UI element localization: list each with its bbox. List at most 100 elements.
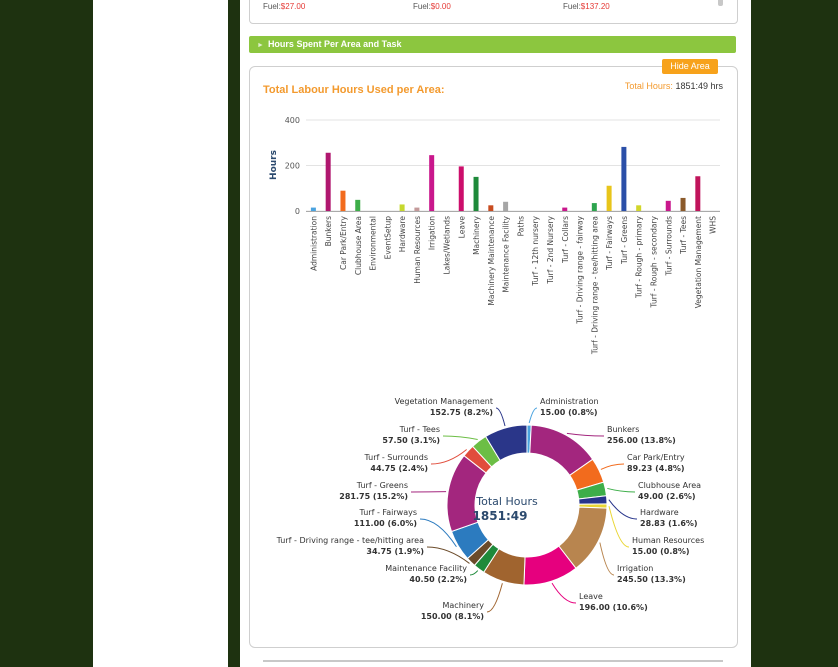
x-tick-label: Vegetation Management: [694, 216, 703, 308]
slice-value-label: 196.00 (10.6%): [579, 603, 648, 612]
leader-line: [600, 463, 625, 470]
chart-title: Total Labour Hours Used per Area:: [263, 84, 445, 96]
bar: [355, 199, 361, 211]
fuel-summary-box: Fuel:$27.00 Fuel:$0.00 Fuel:$137.20: [249, 0, 738, 24]
y-axis-label: Hours: [269, 150, 279, 180]
slice-label: Clubhouse Area: [638, 481, 701, 490]
slice-label: Turf - Surrounds: [363, 453, 428, 462]
bar: [473, 176, 479, 211]
total-hours-value: 1851:49 hrs: [675, 81, 723, 91]
leader-line: [442, 435, 478, 440]
slice-value-label: 44.75 (2.4%): [370, 464, 428, 473]
x-tick-label: Machinery: [472, 215, 481, 254]
leader-line: [608, 499, 638, 520]
slice-value-label: 281.75 (15.2%): [339, 492, 408, 501]
section-header-hours-per-area[interactable]: ► Hours Spent Per Area and Task: [249, 36, 736, 53]
x-tick-label: Hardware: [398, 216, 407, 253]
fuel-entry-3: Fuel:$137.20: [563, 2, 610, 11]
bar: [458, 166, 464, 211]
slice-label: Maintenance Facility: [385, 564, 467, 573]
donut-center-value: 1851:49: [473, 509, 528, 523]
fuel-entry-1: Fuel:$27.00: [263, 2, 306, 11]
x-tick-label: Leave: [457, 216, 466, 239]
fuel-value-2: $0.00: [430, 2, 451, 11]
x-tick-label: WHS: [709, 216, 718, 234]
leader-line: [607, 487, 636, 493]
bar: [488, 205, 494, 211]
slice-label: Car Park/Entry: [627, 453, 685, 462]
x-tick-label: Turf - 2nd Nursery: [546, 215, 555, 284]
bar: [562, 207, 568, 211]
slice-value-label: 111.00 (6.0%): [354, 519, 417, 528]
donut-center-label: Total Hours: [475, 495, 538, 508]
bar: [340, 190, 346, 211]
leader-line: [599, 542, 615, 576]
bar: [621, 146, 627, 211]
slice-label: Administration: [540, 397, 599, 406]
bar: [636, 205, 642, 211]
expand-arrow-icon: ►: [257, 42, 264, 49]
slice-value-label: 152.75 (8.2%): [430, 408, 493, 417]
slice-label: Bunkers: [607, 425, 639, 434]
x-tick-label: Turf - Tees: [679, 216, 688, 255]
left-white-panel: [93, 0, 228, 667]
x-tick-label: EventSetup: [383, 216, 392, 260]
x-tick-label: Lakes/Wetlands: [442, 216, 451, 275]
slice-label: Human Resources: [632, 536, 704, 545]
bar: [665, 200, 671, 211]
slice-label: Turf - Tees: [399, 425, 440, 434]
leader-line: [566, 432, 605, 437]
fuel-value-1: $27.00: [280, 2, 306, 11]
leader-line: [495, 407, 506, 427]
slice-label: Turf - Fairways: [359, 508, 417, 517]
x-tick-label: Turf - Driving range - fairway: [576, 215, 585, 324]
x-tick-label: Turf - Fairways: [605, 216, 614, 271]
x-tick-label: Environmental: [369, 216, 378, 271]
x-tick-label: Administration: [309, 216, 318, 271]
scrollbar-thumb[interactable]: [718, 0, 723, 6]
slice-label: Leave: [579, 592, 603, 601]
slice-value-label: 89.23 (4.8%): [627, 464, 685, 473]
slice-label: Machinery: [442, 601, 484, 610]
slice-value-label: 49.00 (2.6%): [638, 492, 696, 501]
x-tick-label: Clubhouse Area: [354, 216, 363, 275]
bar: [325, 152, 331, 211]
x-tick-label: Maintenance Facility: [502, 215, 511, 292]
fuel-entry-2: Fuel:$0.00: [413, 2, 451, 11]
slice-label: Hardware: [640, 508, 679, 517]
slice-value-label: 150.00 (8.1%): [421, 612, 484, 621]
x-tick-label: Turf - Surrounds: [664, 216, 673, 277]
y-tick-label: 200: [285, 162, 300, 171]
leader-line: [469, 570, 479, 576]
leader-line: [426, 546, 470, 564]
leader-line: [419, 518, 457, 548]
bar: [503, 201, 509, 211]
x-tick-label: Turf - 12th nursery: [531, 215, 540, 286]
x-tick-label: Turf - Rough - primary: [635, 215, 644, 299]
leader-line: [486, 583, 503, 613]
bar: [414, 207, 420, 211]
bar: [695, 176, 701, 211]
total-hours-summary: Total Hours: 1851:49 hrs: [625, 81, 723, 91]
bar: [399, 204, 405, 211]
slice-value-label: 40.50 (2.2%): [409, 575, 467, 584]
bar: [429, 155, 435, 211]
divider-line: [263, 660, 723, 662]
slice-label: Turf - Greens: [356, 481, 408, 490]
slice-value-label: 15.00 (0.8%): [632, 547, 690, 556]
x-tick-label: Human Resources: [413, 216, 422, 284]
y-tick-label: 0: [295, 207, 300, 216]
slice-value-label: 245.50 (13.3%): [617, 575, 686, 584]
donut-slice: [484, 424, 528, 462]
slice-label: Irrigation: [617, 564, 653, 573]
slice-label: Vegetation Management: [395, 397, 493, 406]
leader-line: [528, 407, 538, 424]
slice-value-label: 256.00 (13.8%): [607, 436, 676, 445]
slice-value-label: 57.50 (3.1%): [382, 436, 440, 445]
bar: [606, 185, 612, 211]
leader-line: [608, 505, 630, 548]
hide-area-button[interactable]: Hide Area: [662, 59, 718, 74]
slice-label: Turf - Driving range - tee/hitting area: [276, 536, 424, 545]
